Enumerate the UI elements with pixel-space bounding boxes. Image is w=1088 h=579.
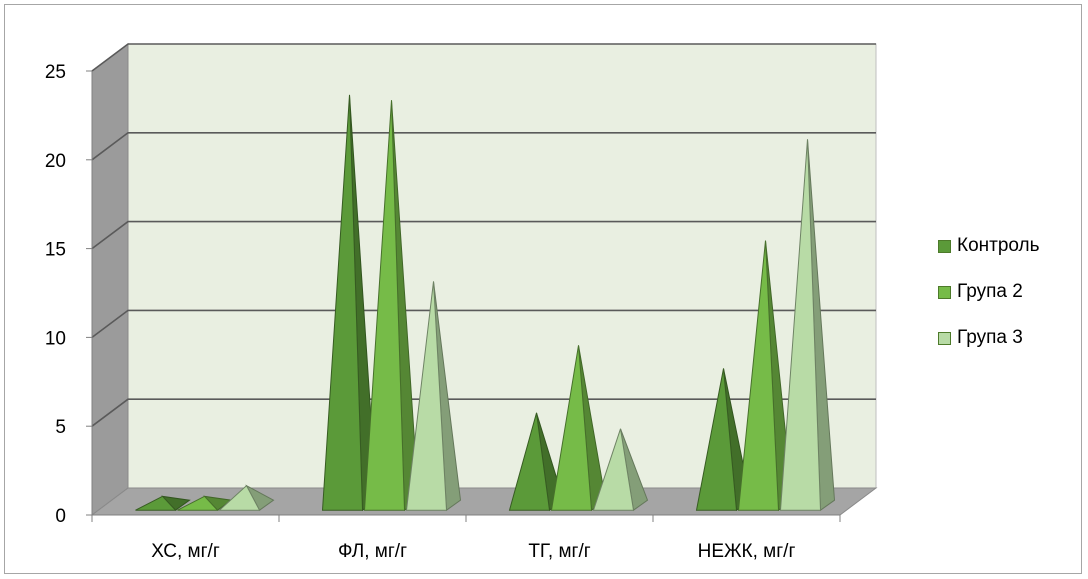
pyramid-front-face [695, 368, 738, 511]
legend-item: Група 2 [938, 280, 1040, 304]
pyramid-front-face [737, 240, 780, 511]
pyramid-front-face [218, 484, 261, 511]
pyramid-front-face [405, 281, 448, 511]
gridline [91, 220, 876, 250]
pyramid-front-face [177, 495, 219, 511]
chart-labels: 0 5 10 15 20 25 ХС, мг/г ФЛ, мг/г ТГ, мг/г НЕЖК, … [45, 62, 796, 562]
pyramid-група-2-1 [177, 495, 233, 511]
gridline [91, 309, 876, 339]
pyramid-контроль-1 [135, 495, 191, 511]
x-category-label: ХС, мг/г [151, 541, 220, 562]
pyramid-група-2-2 [363, 100, 420, 512]
y-tick-label: 5 [55, 417, 66, 438]
pyramid-група-3-2 [405, 281, 462, 512]
chart-legend: Контроль Група 2 Група 3 [938, 234, 1040, 372]
legend-label: Група 3 [957, 327, 1023, 348]
y-tick-label: 25 [45, 62, 66, 83]
chart-gridlines [91, 43, 876, 427]
pyramid-група-2-3 [550, 345, 607, 512]
chart-axes [86, 70, 841, 522]
legend-swatch [938, 285, 951, 299]
legend-swatch [938, 331, 951, 345]
pyramid-група-3-3 [592, 428, 649, 512]
pyramid-front-face [321, 94, 364, 511]
y-tick-label: 10 [45, 328, 66, 349]
pyramid-група-3-1 [218, 484, 275, 511]
pyramid-контроль-2 [321, 94, 378, 512]
x-category-label: ФЛ, мг/г [338, 541, 407, 562]
pyramid-група-3-4 [779, 139, 836, 512]
legend-label: Група 2 [957, 281, 1023, 302]
gridline [91, 132, 876, 161]
legend-label: Контроль [957, 235, 1040, 256]
y-tick-label: 20 [45, 151, 66, 172]
y-tick-label: 15 [45, 240, 66, 261]
x-category-label: НЕЖК, мг/г [698, 541, 796, 562]
side-wall [91, 43, 129, 516]
gridline [91, 398, 876, 427]
legend-item: Група 3 [938, 326, 1040, 350]
pyramid-front-face [550, 345, 593, 511]
y-tick-label: 0 [55, 506, 66, 527]
pyramid-front-face [592, 428, 635, 511]
legend-item: Контроль [938, 234, 1040, 258]
pyramid-front-face [363, 100, 406, 511]
legend-swatch [938, 239, 951, 253]
gridline [91, 43, 876, 72]
chart-walls [90, 43, 878, 516]
pyramid-front-face [135, 495, 177, 511]
pyramid-front-face [508, 412, 551, 511]
pyramid-front-face [779, 139, 822, 511]
x-category-label: ТГ, мг/г [528, 541, 590, 562]
chart-pyramids [135, 94, 836, 512]
